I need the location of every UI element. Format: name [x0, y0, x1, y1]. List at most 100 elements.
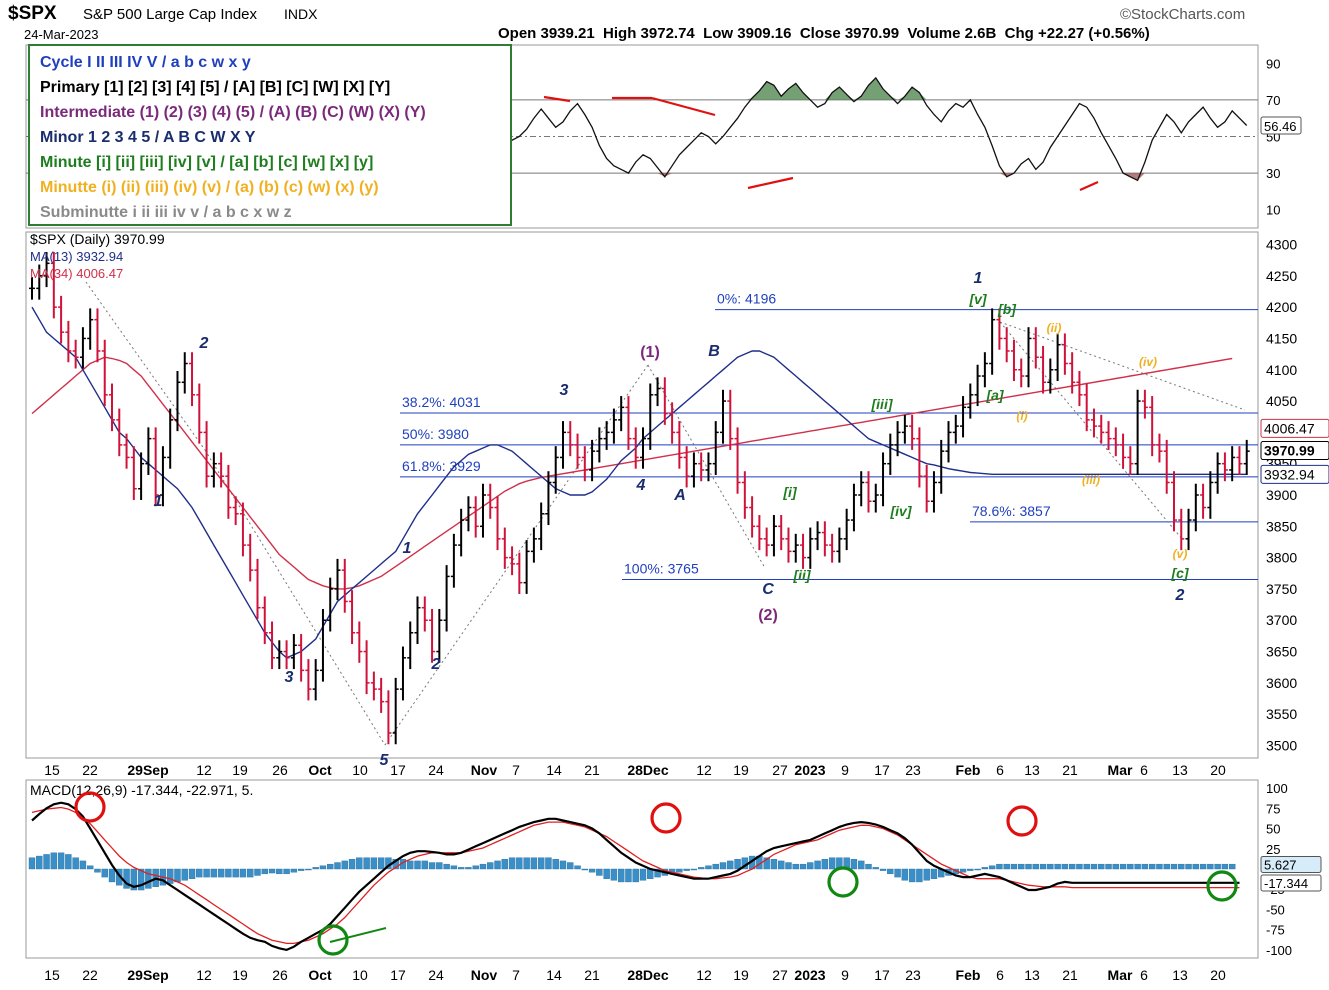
rsi-divergence-line [747, 176, 794, 190]
x-tick-label: 24 [428, 762, 444, 778]
macd-hist-bar [865, 863, 872, 870]
rsi-last-value: 56.46 [1264, 119, 1297, 134]
macd-hist-bar [981, 867, 989, 870]
price-right-label: 3932.94 [1264, 466, 1315, 482]
macd-hist-bar [356, 857, 363, 870]
chart-symbol: $SPX [8, 3, 57, 24]
x-tick-label-bottom: 19 [733, 967, 749, 983]
rsi-last-badge [1260, 116, 1302, 135]
price-tick-label: 3500 [1266, 737, 1297, 753]
macd-hist-bar [188, 868, 196, 879]
macd-hist-bar [828, 857, 836, 870]
macd-hist-bar [174, 868, 181, 883]
macd-hist-bar [94, 868, 101, 873]
macd-hist-bar [872, 867, 879, 870]
x-tick-label: 20 [1210, 762, 1226, 778]
price-right-badge [1260, 418, 1329, 438]
macd-hist-bar [792, 863, 799, 870]
macd-hist-bar [887, 868, 894, 875]
macd-hist-bar [377, 857, 385, 870]
x-tick-label: Nov [471, 762, 498, 778]
fib-level-label: 0%: 4196 [717, 291, 776, 307]
macd-hist-bar [814, 860, 821, 870]
ma13-legend: MA(13) 3932.94 [30, 249, 124, 264]
price-tick-label: 4200 [1266, 299, 1297, 315]
price-tick-label: 4300 [1266, 237, 1297, 253]
macd-hist-bar [967, 868, 974, 871]
wave-label: [iv] [890, 503, 913, 519]
fib-level-label: 61.8%: 3929 [402, 458, 481, 474]
price-legend: $SPX (Daily) 3970.99 MA(13) 3932.94 MA(3… [30, 231, 165, 282]
x-tick-label: 19 [733, 762, 749, 778]
x-tick-label: 6 [1140, 762, 1148, 778]
macd-hist-bar [101, 868, 108, 878]
macd-hist-bar [1178, 863, 1185, 870]
x-tick-label-bottom: 9 [841, 967, 849, 983]
macd-hist-bar [57, 852, 65, 870]
x-tick-label-bottom: 12 [696, 967, 712, 983]
price-right-badge [1260, 441, 1329, 461]
x-tick-label-bottom: 17 [874, 967, 890, 983]
rsi-tick-label: 30 [1266, 166, 1280, 181]
macd-hist-bar [632, 868, 639, 883]
brand-label[interactable]: ©StockCharts.com [1120, 6, 1246, 23]
macd-hist-bar [1076, 863, 1083, 870]
x-tick-label-bottom: 20 [1210, 967, 1226, 983]
macd-hist-bar [690, 868, 698, 871]
macd-hist-bar [567, 862, 574, 870]
macd-hist-bar [268, 868, 276, 874]
wave-label: 3 [560, 382, 569, 399]
macd-hist-bar [1032, 863, 1039, 870]
macd-hist-bar [858, 860, 865, 870]
macd-hist-bar [1003, 863, 1010, 870]
price-tick-label: 3650 [1266, 644, 1297, 660]
macd-hist-bar [145, 868, 152, 889]
x-tick-label: 15 [44, 762, 60, 778]
macd-hist-bar [676, 868, 683, 873]
macd-hist-bar [225, 868, 232, 878]
macd-right-label: -17.344 [1264, 876, 1308, 891]
wave-label: (v) [1173, 547, 1188, 561]
macd-right-badge [1260, 855, 1322, 873]
macd-hist-bar [305, 868, 312, 871]
macd-hist-bar [923, 868, 930, 881]
macd-hist-bar [487, 862, 494, 870]
macd-hist-bar [407, 860, 414, 870]
x-tick-label-bottom: 17 [390, 967, 406, 983]
macd-hist-bar [850, 859, 858, 870]
macd-hist-bar [130, 868, 138, 891]
wave-label: [b] [997, 301, 1017, 317]
wave-label: 2 [1175, 587, 1185, 604]
price-tick-label: 3900 [1266, 487, 1297, 503]
macd-hist-bar [807, 862, 814, 870]
macd-tick-label: 75 [1266, 801, 1280, 816]
x-tick-label-bottom: 21 [1062, 967, 1078, 983]
series-legend: $SPX (Daily) 3970.99 [30, 231, 165, 247]
macd-tick-label: 100 [1266, 781, 1288, 796]
wave-label: B [708, 343, 720, 360]
wave-label: (i) [1016, 409, 1027, 423]
macd-hist-bar [363, 857, 370, 870]
macd-hist-bar [959, 868, 967, 873]
macd-hist-bar [683, 868, 690, 871]
x-tick-label: 28Dec [627, 762, 668, 778]
rsi-tick-label: 10 [1266, 203, 1280, 218]
trend-line [999, 321, 1246, 411]
macd-hist-bar [479, 863, 487, 870]
macd-hist-bar [799, 863, 807, 870]
macd-hist-bar [988, 865, 996, 870]
wave-label: [c] [1170, 565, 1189, 581]
price-tick-label: 4250 [1266, 268, 1297, 284]
macd-hist-bar [1127, 863, 1134, 870]
x-tick-label: 2023 [794, 762, 825, 778]
signal-circle [827, 866, 859, 898]
macd-hist-bar [1134, 863, 1141, 870]
price-tick-label: 3550 [1266, 706, 1297, 722]
macd-hist-bar [261, 868, 268, 875]
macd-hist-bar [727, 860, 734, 870]
macd-hist-bar [494, 860, 501, 870]
macd-hist-bar [181, 868, 188, 881]
fib-level-label: 38.2%: 4031 [402, 394, 481, 410]
macd-hist-bar [603, 868, 610, 879]
macd-hist-bar [785, 862, 792, 870]
